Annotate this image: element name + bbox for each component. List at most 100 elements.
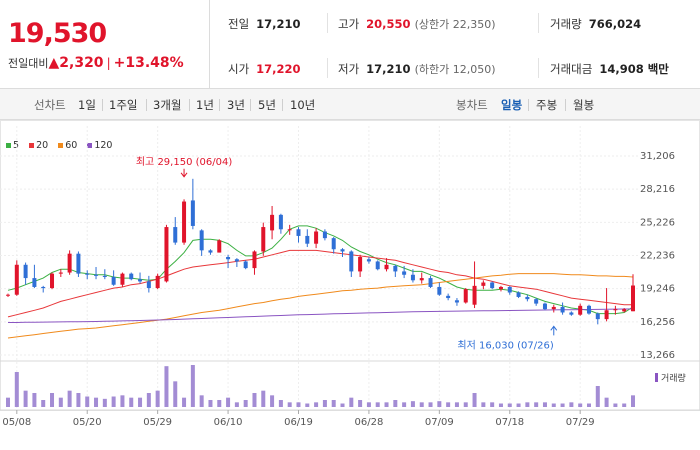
candle-monthly-button[interactable]: 월봉 — [573, 98, 595, 112]
candle-up — [613, 309, 618, 311]
candle-down — [542, 303, 547, 310]
volume-bar — [111, 396, 116, 407]
ma60-line — [7, 273, 634, 339]
candle-down — [102, 275, 107, 277]
change-amount: 2,320 — [59, 55, 104, 71]
period-1d-button[interactable]: 1일 — [78, 98, 96, 112]
volume-bar — [270, 395, 275, 407]
candle-down — [490, 282, 495, 289]
legend-swatch — [29, 143, 35, 148]
stock-summary: 19,530 전일대비▲2,320 | +13.48% 전일 17,210 고가 20,… — [0, 0, 700, 89]
price-box: 19,530 전일대비▲2,320 | +13.48% — [0, 0, 210, 88]
up-arrow-icon — [550, 325, 558, 336]
x-tick-label: 07/18 — [495, 417, 524, 428]
y-tick-label: 13,266 — [640, 350, 675, 361]
volume-bar — [631, 395, 635, 407]
candle-down — [516, 292, 521, 297]
volume-bar — [164, 366, 169, 407]
x-tick-label: 06/28 — [355, 417, 384, 428]
candle-up — [67, 253, 72, 273]
candle-down — [305, 235, 310, 244]
volume-bar — [278, 400, 283, 407]
volume-bar — [23, 390, 28, 407]
x-tick-label: 05/08 — [2, 417, 31, 428]
candle-up — [120, 273, 125, 285]
x-tick-label: 05/29 — [143, 417, 172, 428]
period-5y-button[interactable]: 5년 — [258, 98, 276, 112]
candle-up — [270, 214, 275, 231]
candle-up — [578, 305, 583, 315]
candle-up — [358, 257, 363, 272]
volume-bar — [261, 390, 266, 407]
candle-up — [164, 227, 169, 282]
candle-down — [340, 249, 345, 252]
period-10y-button[interactable]: 10년 — [290, 98, 316, 112]
period-3y-button[interactable]: 3년 — [227, 98, 245, 112]
period-3m-button[interactable]: 3개월 — [153, 98, 182, 112]
y-tick-label: 19,246 — [640, 284, 675, 295]
volume-bar — [604, 397, 609, 407]
candle-down — [454, 300, 459, 303]
period-1y-button[interactable]: 1년 — [196, 98, 214, 112]
candle-down — [234, 259, 239, 262]
candle-down — [322, 231, 327, 239]
candle-up — [58, 272, 63, 274]
volume-bar — [14, 372, 19, 407]
volume-bar — [595, 386, 600, 407]
x-tick-label: 05/20 — [73, 417, 102, 428]
volume-bar — [569, 402, 574, 407]
legend-swatch — [87, 143, 93, 148]
ma5-line — [7, 225, 634, 315]
volume-bar — [454, 402, 459, 407]
candle-up — [384, 264, 389, 270]
volume-bar — [32, 393, 37, 407]
candle-up — [604, 310, 609, 320]
volume-bar — [490, 402, 495, 407]
chart-toolbar: 선차트 1일 1주일 3개월 1년 3년 5년 10년 봉차트 일봉 주봉 월봉 — [0, 89, 700, 120]
volume-bar — [102, 398, 107, 407]
candle-up — [155, 275, 160, 289]
candle-daily-button[interactable]: 일봉 — [501, 98, 523, 112]
candle-down — [375, 261, 380, 270]
volume-bar — [50, 393, 55, 407]
candlestick-chart[interactable]: 31,206 28,216 25,226 22,236 19,246 16,256 13,2… — [0, 120, 700, 450]
volume-legend-swatch — [655, 373, 658, 382]
change-label: 전일대비 — [8, 57, 49, 70]
volume-bar — [287, 402, 292, 407]
volume-bar — [551, 403, 556, 407]
volume-bar — [41, 400, 46, 407]
volume-bar — [6, 397, 10, 407]
legend-item-ma20: 20 — [29, 140, 48, 151]
candle-down — [129, 273, 134, 280]
x-tick-label: 07/29 — [566, 417, 595, 428]
stat-amount: 거래대금 14,908 백만 — [550, 62, 669, 76]
candle-up — [419, 278, 424, 281]
volume-bar — [314, 402, 319, 407]
volume-bar — [226, 397, 231, 407]
candle-down — [586, 305, 591, 314]
volume-bar — [446, 402, 451, 407]
candle-down — [190, 200, 195, 226]
up-arrow-icon: ▲ — [48, 55, 60, 71]
ma20-line — [7, 249, 633, 318]
volume-bar — [622, 403, 627, 407]
candle-down — [173, 227, 178, 243]
candle-down — [226, 257, 231, 260]
candle-up — [217, 240, 222, 253]
candle-down — [410, 274, 415, 281]
volume-bar — [542, 402, 547, 407]
volume-bar — [586, 403, 591, 407]
candle-weekly-button[interactable]: 주봉 — [536, 98, 558, 112]
stat-divider — [327, 13, 328, 33]
candle-up — [551, 306, 556, 310]
volume-bar — [393, 400, 398, 407]
volume-bar — [498, 403, 503, 407]
ma-legend: 5 20 60 120 — [6, 140, 119, 151]
line-chart-label: 선차트 — [34, 98, 66, 112]
volume-bar — [472, 393, 477, 407]
candle-down — [428, 278, 433, 287]
candle-up — [182, 201, 187, 243]
candle-down — [138, 279, 143, 282]
period-1w-button[interactable]: 1주일 — [109, 98, 138, 112]
volume-bar — [217, 400, 222, 407]
